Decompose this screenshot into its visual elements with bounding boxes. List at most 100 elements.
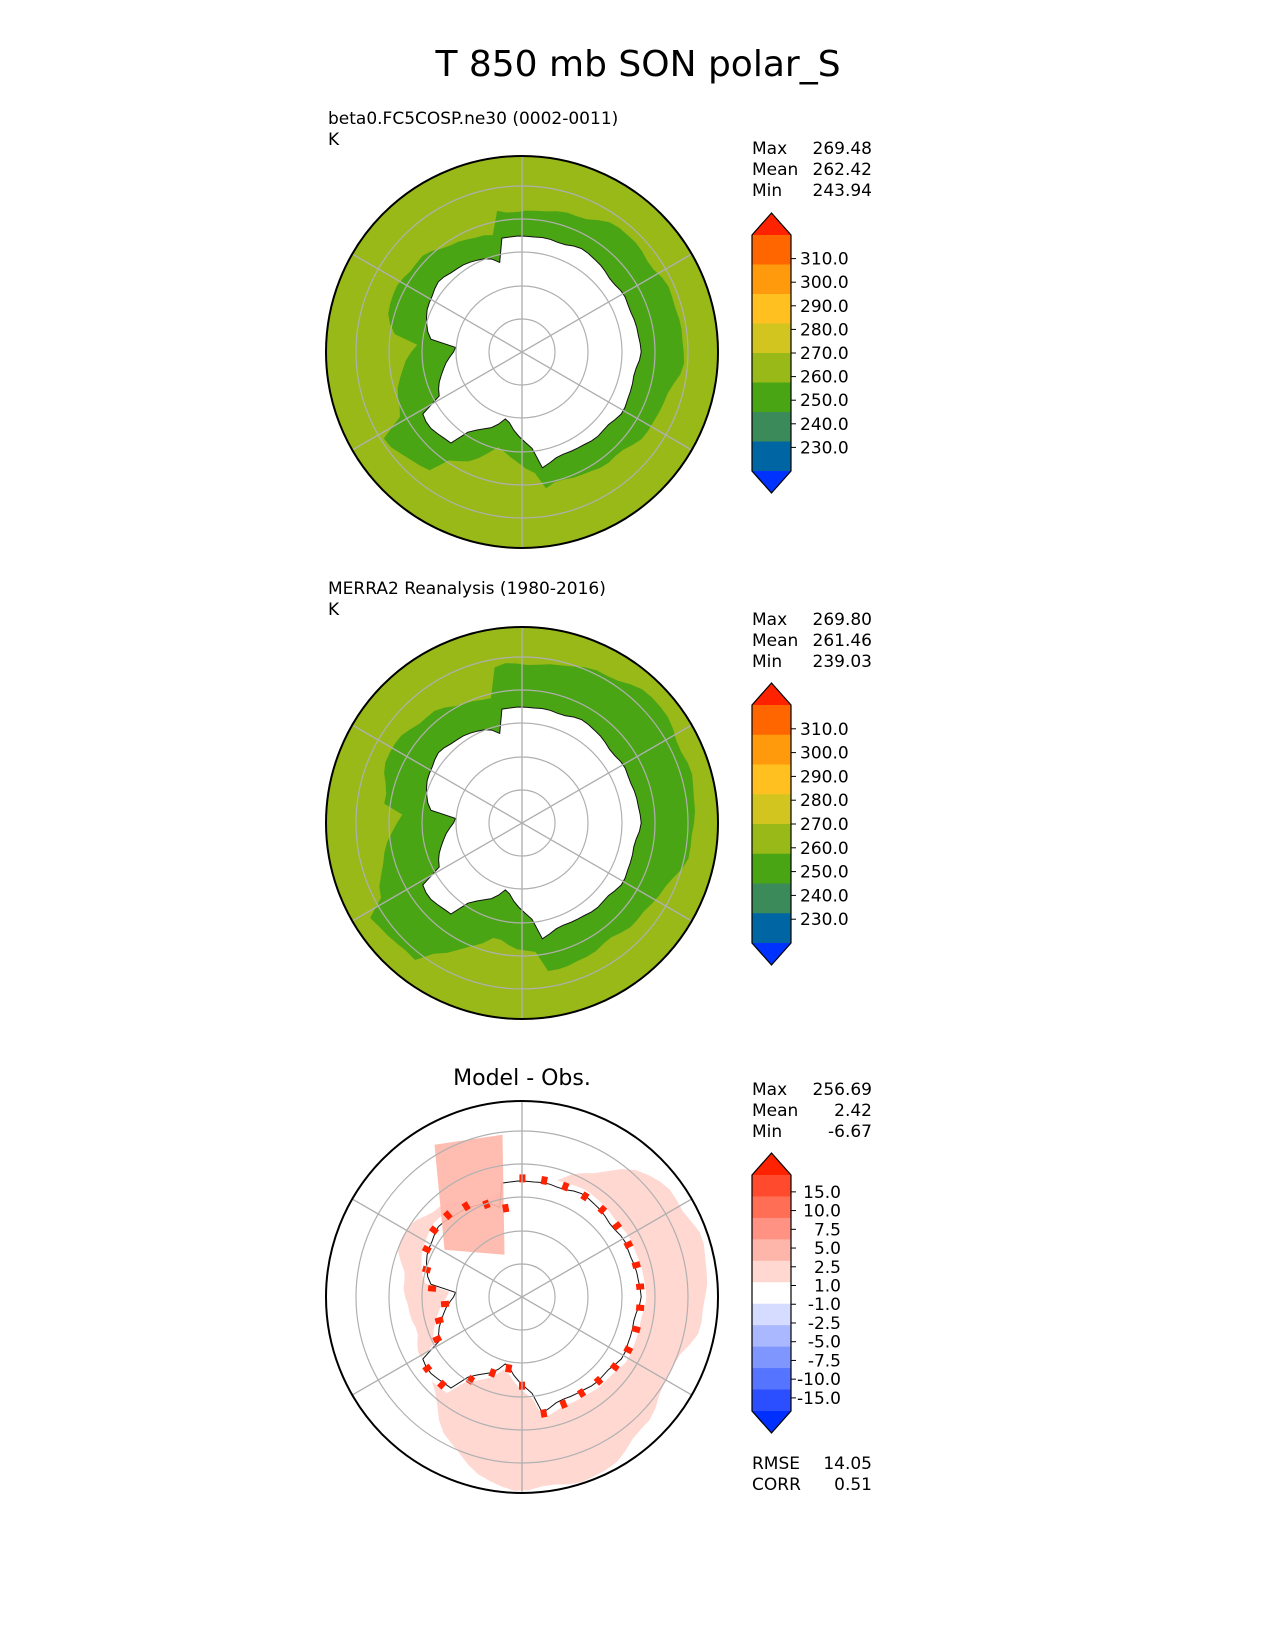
- stats-label: Mean: [752, 160, 798, 180]
- diff-strong-patch: [437, 1379, 447, 1390]
- colorbar-segment: [752, 353, 791, 383]
- colorbar: 310.0 300.0 290.0 280.0 270.0 260.0 250.0 240.0…: [751, 212, 849, 494]
- panel-title: beta0.FC5COSP.ne30 (0002-0011): [328, 109, 618, 129]
- diff-strong-patch: [635, 1283, 645, 1290]
- colorbar-segment: [752, 1389, 791, 1412]
- colorbar-tick-label: 310.0: [800, 250, 849, 270]
- colorbar-tick-label: -7.5: [808, 1351, 841, 1371]
- colorbar-tick-label: -2.5: [808, 1314, 841, 1334]
- meridian-line: [351, 724, 693, 922]
- diff-strong-patch: [559, 1399, 568, 1409]
- colorbar-extend-top: [752, 1153, 791, 1175]
- map-frame: [325, 155, 719, 549]
- colorbar-tick-label: 240.0: [800, 886, 849, 906]
- colorbar-tick-label: 7.5: [814, 1220, 841, 1240]
- colorbar-segment: [752, 1346, 791, 1369]
- diff-strong-patch: [461, 1201, 471, 1212]
- diff-strong-patch: [434, 1316, 444, 1325]
- figure-title: T 850 mb SON polar_S: [434, 44, 840, 85]
- diff-strong-patch: [422, 1363, 433, 1374]
- stats-value: -6.67: [828, 1122, 872, 1142]
- colorbar-segment: [752, 734, 791, 765]
- metric-value: 14.05: [823, 1454, 872, 1474]
- colorbar-tick-label: 250.0: [800, 391, 849, 411]
- diff-strong-patch: [593, 1375, 604, 1386]
- diff-strong-patch: [631, 1325, 641, 1334]
- colorbar-tick-label: -1.0: [808, 1295, 841, 1315]
- diff-strong-patch: [623, 1240, 634, 1250]
- map-frame: [325, 1100, 719, 1494]
- colorbar-tick-label: -15.0: [797, 1389, 841, 1409]
- diff-strong-patch: [597, 1204, 608, 1215]
- diff-strong-patch: [576, 1388, 587, 1399]
- diff-strong-patch: [465, 1374, 476, 1385]
- colorbar: 15.010.07.55.02.51.0-1.0-2.5-5.0-7.5-10.…: [751, 1152, 841, 1434]
- colorbar-extend-bottom: [752, 1411, 791, 1433]
- colorbar-tick-label: 300.0: [800, 273, 849, 293]
- coastline: [422, 1180, 642, 1414]
- stats-block: Max 256.69 Mean 2.42 Min -6.67: [752, 1080, 872, 1142]
- colorbar-tick-label: 300.0: [800, 744, 849, 764]
- colorbar-tick-label: -10.0: [797, 1370, 841, 1390]
- colorbar-segment: [752, 764, 791, 795]
- colorbar-tick-label: 260.0: [800, 368, 849, 388]
- stats-block: Max 269.80 Mean 261.46 Min 239.03: [752, 610, 872, 672]
- colorbar-segment: [752, 382, 791, 413]
- colorbar-segment: [752, 853, 791, 884]
- panel-units: K: [328, 600, 340, 620]
- stats-label: Max: [752, 1080, 787, 1100]
- colorbar-segment: [752, 1260, 791, 1283]
- colorbar-tick-label: 290.0: [800, 297, 849, 317]
- colorbar-tick-label: 230.0: [800, 910, 849, 930]
- stats-value: 243.94: [813, 181, 872, 201]
- metric-value: 0.51: [834, 1475, 872, 1495]
- colorbar-tick-label: 250.0: [800, 863, 849, 883]
- stats-label: Min: [752, 652, 782, 672]
- panel-1: beta0.FC5COSP.ne30 (0002-0011)K Max 269.48…: [325, 109, 872, 549]
- meridian-line: [351, 1198, 693, 1396]
- diff-strong-patch: [561, 1181, 570, 1192]
- panel-3: Model - Obs. Max 256.69 Mean 2.42 Min -6.67 15.…: [325, 1066, 872, 1495]
- colorbar-extend-top: [752, 213, 791, 235]
- colorbar-segment: [752, 1303, 791, 1326]
- diff-strong-patch: [623, 1345, 634, 1355]
- stats-value: 256.69: [813, 1080, 872, 1100]
- colorbar-outline: [751, 212, 792, 494]
- diff-strong-patch: [421, 1244, 432, 1254]
- stats-label: Mean: [752, 631, 798, 651]
- map-field: [326, 156, 718, 548]
- stats-block: Max 269.48 Mean 262.42 Min 243.94: [752, 139, 872, 201]
- colorbar: 310.0 300.0 290.0 280.0 270.0 260.0 250.0 240.0…: [751, 682, 849, 966]
- graticule: [351, 627, 693, 1019]
- colorbar-outline: [751, 1152, 792, 1434]
- colorbar-tick-label: -5.0: [808, 1333, 841, 1353]
- colorbar-tick-label: 270.0: [800, 815, 849, 835]
- diff-strong-patch: [488, 1368, 497, 1378]
- stats-value: 269.48: [813, 139, 872, 159]
- map-frame: [325, 626, 719, 1020]
- colorbar-segment: [752, 235, 791, 265]
- diff-strong-patch: [540, 1408, 548, 1418]
- colorbar-tick-label: 280.0: [800, 791, 849, 811]
- colorbar-segment: [752, 824, 791, 855]
- colorbar-segment: [752, 294, 791, 324]
- colorbar-segment: [752, 1239, 791, 1262]
- colorbar-segment: [752, 1325, 791, 1348]
- colorbar-segment: [752, 1175, 791, 1197]
- metric-label: CORR: [752, 1475, 801, 1495]
- stats-value: 269.80: [813, 610, 872, 630]
- stats-value: 239.03: [813, 652, 872, 672]
- diff-strong-patch: [609, 1362, 620, 1372]
- colorbar-tick-label: 5.0: [814, 1239, 841, 1259]
- colorbar-segment: [752, 1368, 791, 1391]
- stats-label: Mean: [752, 1101, 798, 1121]
- diff-strong-patch: [429, 1225, 440, 1236]
- stats-value: 2.42: [834, 1101, 872, 1121]
- diff-strong-patch: [440, 1300, 450, 1308]
- stats-value: 262.42: [813, 160, 872, 180]
- land-mask: [422, 235, 642, 469]
- colorbar-tick-label: 280.0: [800, 320, 849, 340]
- map-field: [326, 627, 718, 1019]
- colorbar-segment: [752, 1217, 791, 1240]
